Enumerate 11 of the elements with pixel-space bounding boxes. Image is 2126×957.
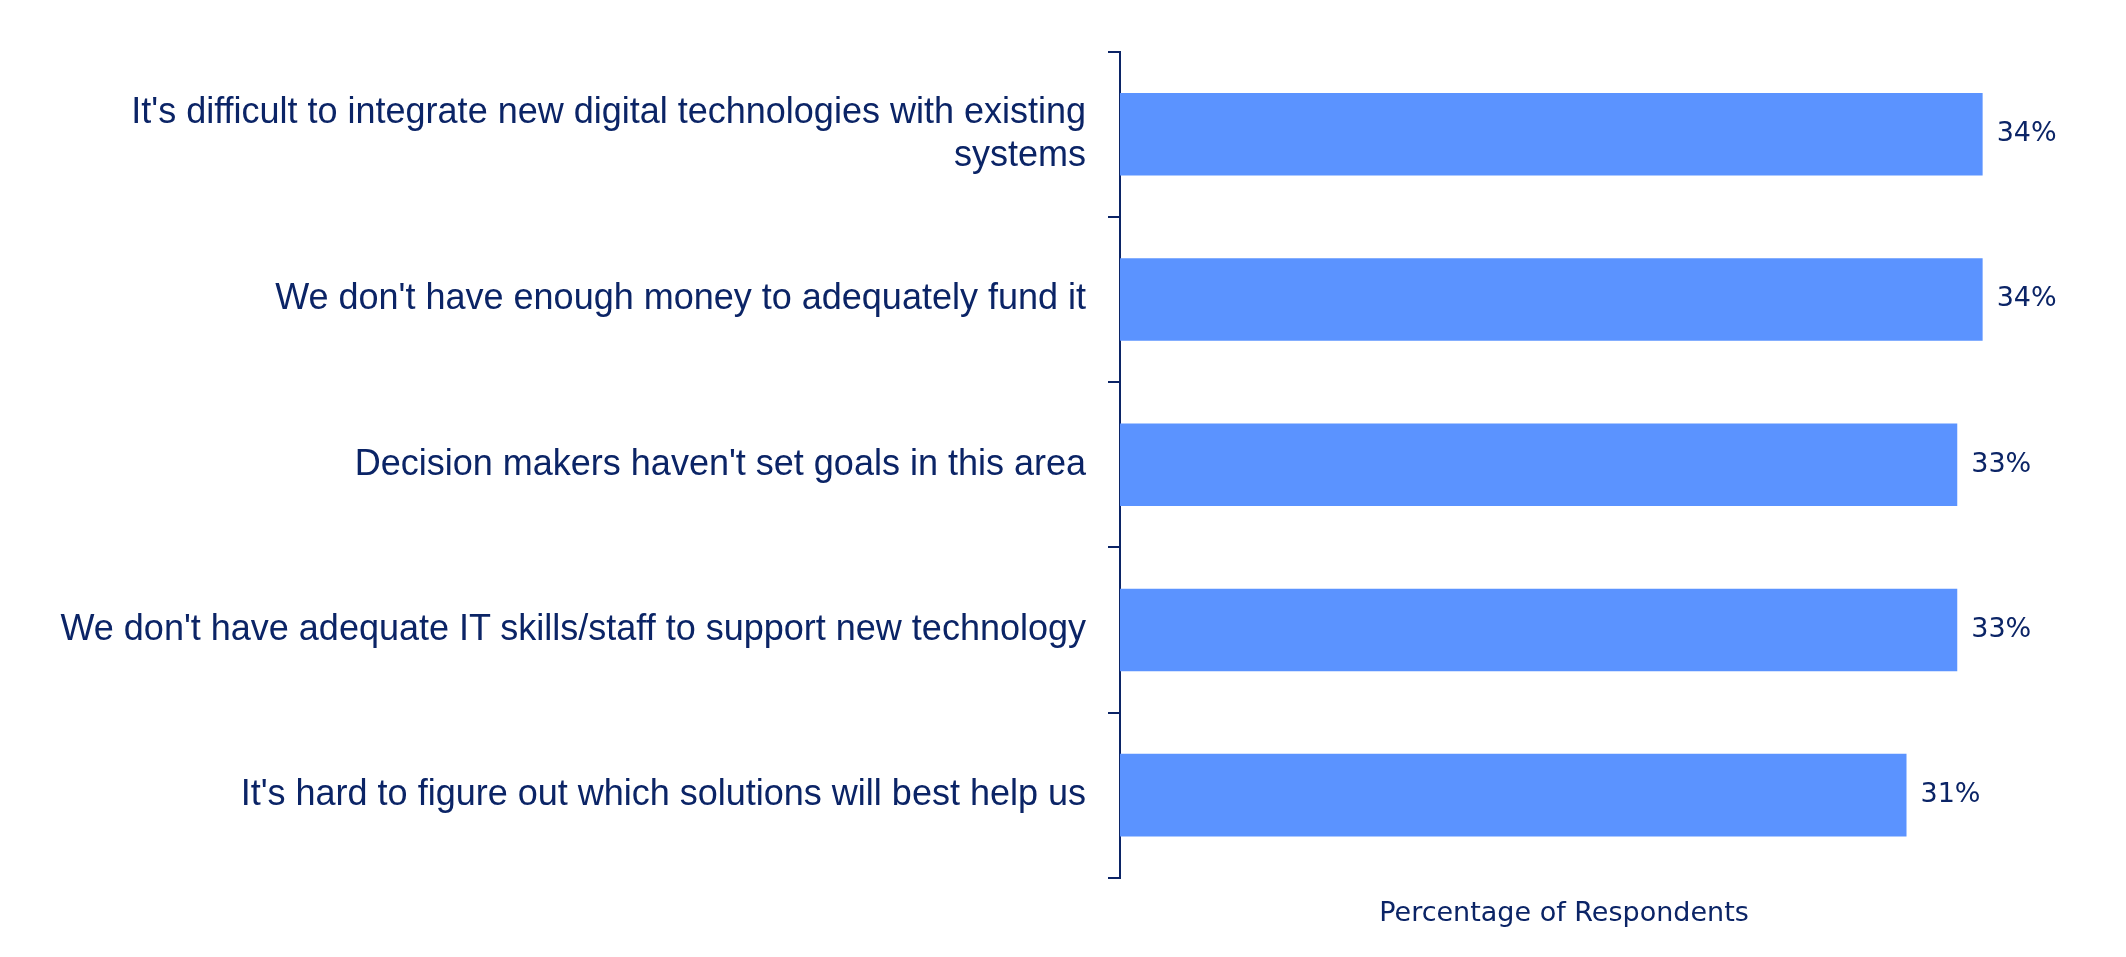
data-label: 33% (1971, 611, 2032, 643)
y-tick-label: We don't have adequate IT skills/staff to support new technology (60, 606, 1086, 648)
data-label: 31% (1920, 777, 1981, 809)
y-tick-label: We don't have enough money to adequately fund it (275, 276, 1086, 318)
y-tick-label: It's hard to figure out which solutions will best help us (240, 772, 1086, 814)
data-label: 34% (1996, 116, 2057, 148)
y-tick-label: Decision makers haven't set goals in this area (354, 441, 1087, 483)
y-tick-label: It's difficult to integrate new digital technologies with existing systems (131, 89, 1086, 174)
x-axis-title: Percentage of Respondents (1379, 896, 1749, 928)
data-label: 34% (1996, 281, 2057, 313)
data-label: 33% (1971, 446, 2032, 478)
